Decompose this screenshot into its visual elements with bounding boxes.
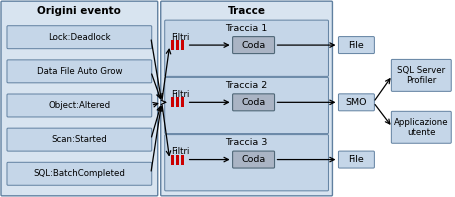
FancyBboxPatch shape xyxy=(1,1,158,196)
Bar xyxy=(176,155,179,164)
Text: Filtri: Filtri xyxy=(171,147,189,156)
Text: Filtri: Filtri xyxy=(171,33,189,42)
FancyBboxPatch shape xyxy=(391,59,451,91)
Text: Lock:Deadlock: Lock:Deadlock xyxy=(48,33,111,42)
Text: Traccia 2: Traccia 2 xyxy=(226,81,268,90)
Text: Origini evento: Origini evento xyxy=(37,6,121,16)
Text: Data File Auto Grow: Data File Auto Grow xyxy=(36,67,122,76)
FancyBboxPatch shape xyxy=(165,20,329,76)
Text: Filtri: Filtri xyxy=(171,90,189,99)
FancyBboxPatch shape xyxy=(233,94,274,111)
FancyBboxPatch shape xyxy=(391,111,451,143)
FancyBboxPatch shape xyxy=(339,37,374,54)
Bar xyxy=(171,155,174,164)
FancyBboxPatch shape xyxy=(161,1,333,196)
FancyBboxPatch shape xyxy=(339,151,374,168)
Text: Traccia 3: Traccia 3 xyxy=(225,138,268,147)
Text: SQL Server
Profiler: SQL Server Profiler xyxy=(397,66,445,85)
Bar xyxy=(176,40,179,50)
Text: SQL:BatchCompleted: SQL:BatchCompleted xyxy=(33,169,125,178)
FancyBboxPatch shape xyxy=(339,94,374,111)
FancyBboxPatch shape xyxy=(233,151,274,168)
Text: Coda: Coda xyxy=(242,98,266,107)
FancyBboxPatch shape xyxy=(7,60,152,83)
FancyBboxPatch shape xyxy=(165,135,329,191)
Text: SMO: SMO xyxy=(346,98,367,107)
Text: Coda: Coda xyxy=(242,41,266,50)
FancyBboxPatch shape xyxy=(7,128,152,151)
Text: Traccia 1: Traccia 1 xyxy=(226,24,268,33)
Text: Tracce: Tracce xyxy=(228,6,266,16)
FancyBboxPatch shape xyxy=(7,162,152,185)
Bar xyxy=(181,97,184,107)
Bar xyxy=(181,40,184,50)
FancyBboxPatch shape xyxy=(165,77,329,134)
Bar xyxy=(171,40,174,50)
Text: Object:Altered: Object:Altered xyxy=(48,101,111,110)
Text: Coda: Coda xyxy=(242,155,266,164)
Text: File: File xyxy=(349,155,364,164)
Bar xyxy=(176,97,179,107)
Bar xyxy=(171,97,174,107)
FancyBboxPatch shape xyxy=(7,26,152,49)
Bar xyxy=(181,155,184,164)
Text: File: File xyxy=(349,41,364,50)
FancyBboxPatch shape xyxy=(233,37,274,54)
Text: Applicazione
utente: Applicazione utente xyxy=(394,118,449,137)
Text: Scan:Started: Scan:Started xyxy=(51,135,107,144)
FancyBboxPatch shape xyxy=(7,94,152,117)
